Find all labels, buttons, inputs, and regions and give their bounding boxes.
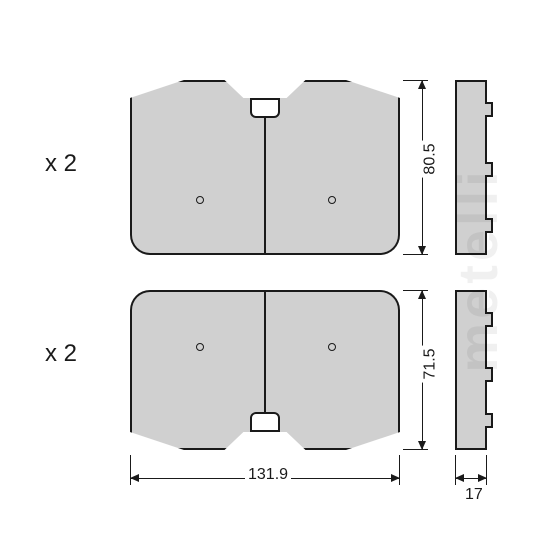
diagram-canvas: x 2 x 2 131.9 17 80.5 (0, 0, 540, 540)
dim-label-thickness: 17 (462, 486, 486, 504)
brake-pad-top-side (455, 80, 487, 255)
dim-label-width: 131.9 (245, 466, 291, 484)
brake-pad-bottom-side (455, 290, 487, 450)
brake-pad-top-front (130, 110, 400, 255)
qty-label-top: x 2 (45, 150, 77, 178)
dim-label-height-top: 80.5 (422, 140, 440, 177)
qty-label-bottom: x 2 (45, 340, 77, 368)
dim-arrow-thickness (455, 478, 487, 479)
brake-pad-bottom-front (130, 290, 400, 420)
dim-label-height-bottom: 71.5 (422, 345, 440, 382)
